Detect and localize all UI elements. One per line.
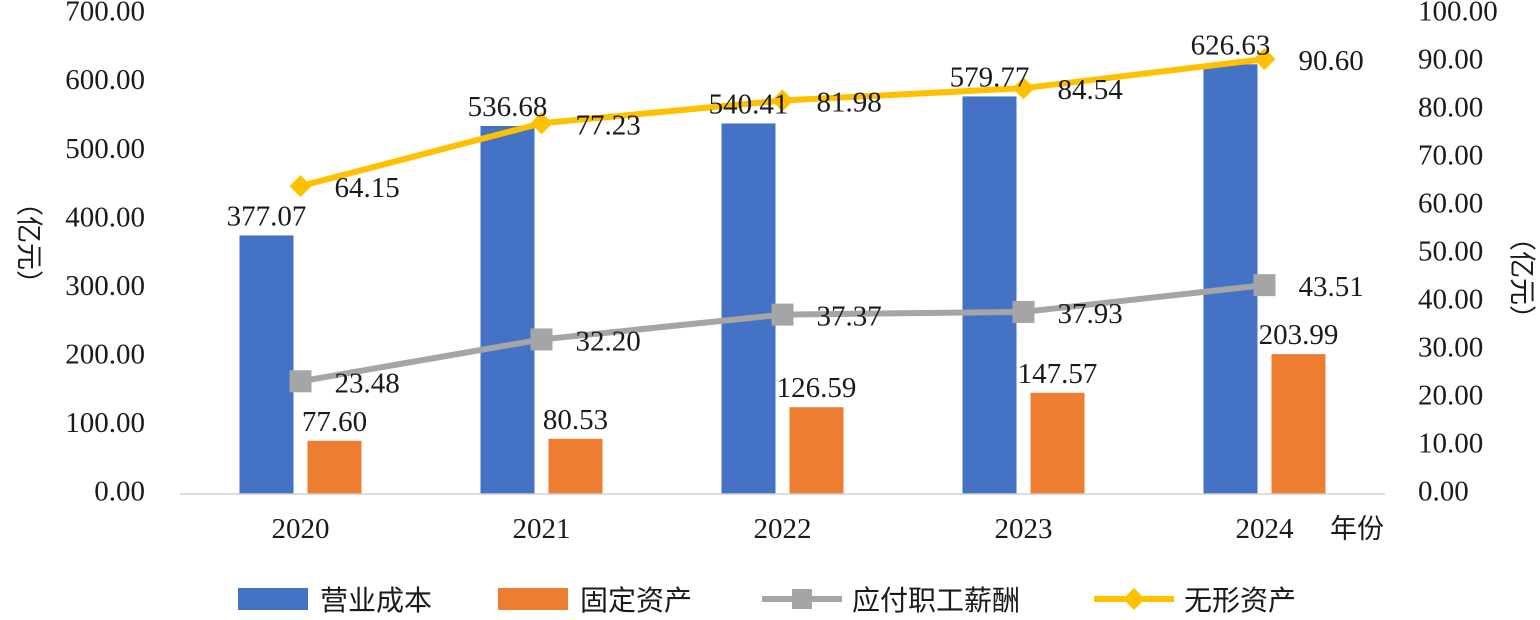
legend-swatch-operating-cost bbox=[238, 588, 308, 610]
right-axis-tick-label: 90.00 bbox=[1418, 44, 1483, 76]
right-axis-unit: （亿元） bbox=[1506, 224, 1537, 332]
bar-fixed-assets bbox=[789, 407, 844, 494]
bar-operating-cost bbox=[721, 123, 776, 495]
bar-operating-cost bbox=[1203, 64, 1258, 495]
legend-marker-square bbox=[792, 589, 812, 609]
marker-intangible-assets bbox=[289, 175, 312, 198]
data-label-operating-cost: 377.07 bbox=[227, 200, 307, 232]
left-axis-tick-label: 400.00 bbox=[65, 201, 145, 233]
marker-employee-payables bbox=[771, 303, 794, 326]
x-axis-tick-label: 2023 bbox=[995, 513, 1053, 545]
legend-swatch-fixed-assets bbox=[498, 588, 568, 610]
left-axis-tick-label: 100.00 bbox=[65, 407, 145, 439]
right-axis-tick-label: 100.00 bbox=[1418, 0, 1498, 28]
left-axis-tick-label: 700.00 bbox=[65, 0, 145, 28]
bar-fixed-assets bbox=[548, 438, 603, 494]
bar-fixed-assets bbox=[1271, 354, 1326, 494]
x-axis-tick-label: 2021 bbox=[513, 513, 571, 545]
right-axis-tick-label: 60.00 bbox=[1418, 188, 1483, 220]
right-axis-ticks: 0.00 10.00 20.00 30.00 40.00 50.00 60.00 70.00 8… bbox=[1418, 0, 1498, 508]
left-axis-tick-label: 600.00 bbox=[65, 64, 145, 96]
marker-intangible-assets bbox=[1253, 48, 1276, 71]
data-label-fixed-assets: 203.99 bbox=[1259, 319, 1339, 351]
right-axis-tick-label: 40.00 bbox=[1418, 284, 1483, 316]
bar-operating-cost bbox=[480, 125, 535, 495]
left-axis-ticks: 0.00 100.00 200.00 300.00 400.00 500.00 600.00… bbox=[65, 0, 145, 508]
data-label-fixed-assets: 126.59 bbox=[777, 372, 857, 404]
data-label-fixed-assets: 80.53 bbox=[543, 404, 608, 436]
bar-operating-cost bbox=[962, 96, 1017, 495]
data-label-intangible-assets: 84.54 bbox=[1058, 74, 1124, 106]
data-label-intangible-assets: 90.60 bbox=[1299, 45, 1364, 77]
marker-intangible-assets bbox=[530, 112, 553, 135]
data-label-employee-payables: 23.48 bbox=[335, 367, 400, 399]
marker-employee-payables bbox=[1012, 300, 1035, 323]
left-axis-tick-label: 300.00 bbox=[65, 270, 145, 302]
x-axis-tick-label: 2024 bbox=[1236, 513, 1295, 545]
legend-label-employee-payables: 应付职工薪酬 bbox=[852, 584, 1020, 617]
right-axis-tick-label: 0.00 bbox=[1418, 476, 1469, 508]
marker-intangible-assets bbox=[1012, 77, 1035, 100]
x-axis-tick-label: 2020 bbox=[272, 513, 330, 545]
marker-employee-payables bbox=[1253, 274, 1276, 297]
data-label-employee-payables: 43.51 bbox=[1299, 271, 1364, 303]
left-axis-tick-label: 0.00 bbox=[94, 476, 145, 508]
marker-employee-payables bbox=[530, 328, 553, 351]
legend-label-operating-cost: 营业成本 bbox=[320, 584, 432, 617]
legend-label-intangible-assets: 无形资产 bbox=[1184, 584, 1296, 617]
legend-item-intangible-assets[interactable]: 无形资产 bbox=[1094, 584, 1296, 617]
legend-item-operating-cost[interactable]: 营业成本 bbox=[238, 584, 432, 617]
left-axis-unit-text: （亿元） bbox=[13, 189, 44, 297]
bar-operating-cost bbox=[239, 235, 294, 494]
left-axis-unit: （亿元） bbox=[13, 189, 44, 297]
bars-layer bbox=[239, 64, 1326, 495]
data-labels-layer: 377.07 536.68 540.41 579.77 626.63 77.60 80.53… bbox=[227, 29, 1364, 437]
right-axis-unit-text: （亿元） bbox=[1506, 224, 1537, 332]
data-label-fixed-assets: 77.60 bbox=[302, 406, 367, 438]
right-axis-tick-label: 10.00 bbox=[1418, 428, 1483, 460]
bar-fixed-assets bbox=[307, 440, 362, 494]
data-label-operating-cost: 536.68 bbox=[468, 91, 548, 123]
legend-marker-diamond bbox=[1123, 588, 1145, 610]
right-axis-tick-label: 20.00 bbox=[1418, 380, 1483, 412]
data-label-intangible-assets: 77.23 bbox=[576, 109, 641, 141]
x-axis-label: 年份 bbox=[1330, 514, 1384, 545]
marker-employee-payables bbox=[289, 370, 312, 393]
data-label-operating-cost: 540.41 bbox=[709, 88, 789, 120]
right-axis-tick-label: 50.00 bbox=[1418, 236, 1483, 268]
data-label-operating-cost: 579.77 bbox=[950, 61, 1030, 93]
data-label-operating-cost: 626.63 bbox=[1191, 29, 1271, 61]
lines-layer bbox=[289, 48, 1276, 393]
legend-label-fixed-assets: 固定资产 bbox=[580, 584, 692, 617]
x-axis-tick-label: 2022 bbox=[754, 513, 812, 545]
right-axis-tick-label: 70.00 bbox=[1418, 140, 1483, 172]
bar-fixed-assets bbox=[1030, 392, 1085, 494]
data-label-intangible-assets: 64.15 bbox=[335, 172, 400, 204]
left-axis-tick-label: 500.00 bbox=[65, 133, 145, 165]
legend-item-fixed-assets[interactable]: 固定资产 bbox=[498, 584, 692, 617]
right-axis-tick-label: 80.00 bbox=[1418, 92, 1483, 124]
legend: 营业成本 固定资产 应付职工薪酬 无形资产 bbox=[238, 584, 1296, 617]
data-label-employee-payables: 37.37 bbox=[817, 301, 882, 333]
legend-item-employee-payables[interactable]: 应付职工薪酬 bbox=[762, 584, 1020, 617]
right-axis-tick-label: 30.00 bbox=[1418, 332, 1483, 364]
x-axis-ticks: 2020 2021 2022 2023 2024 bbox=[272, 513, 1295, 545]
data-label-employee-payables: 37.93 bbox=[1058, 298, 1123, 330]
data-label-intangible-assets: 81.98 bbox=[817, 86, 882, 118]
data-label-employee-payables: 32.20 bbox=[576, 325, 641, 357]
marker-intangible-assets bbox=[771, 89, 794, 112]
data-label-fixed-assets: 147.57 bbox=[1018, 358, 1098, 390]
left-axis-tick-label: 200.00 bbox=[65, 339, 145, 371]
